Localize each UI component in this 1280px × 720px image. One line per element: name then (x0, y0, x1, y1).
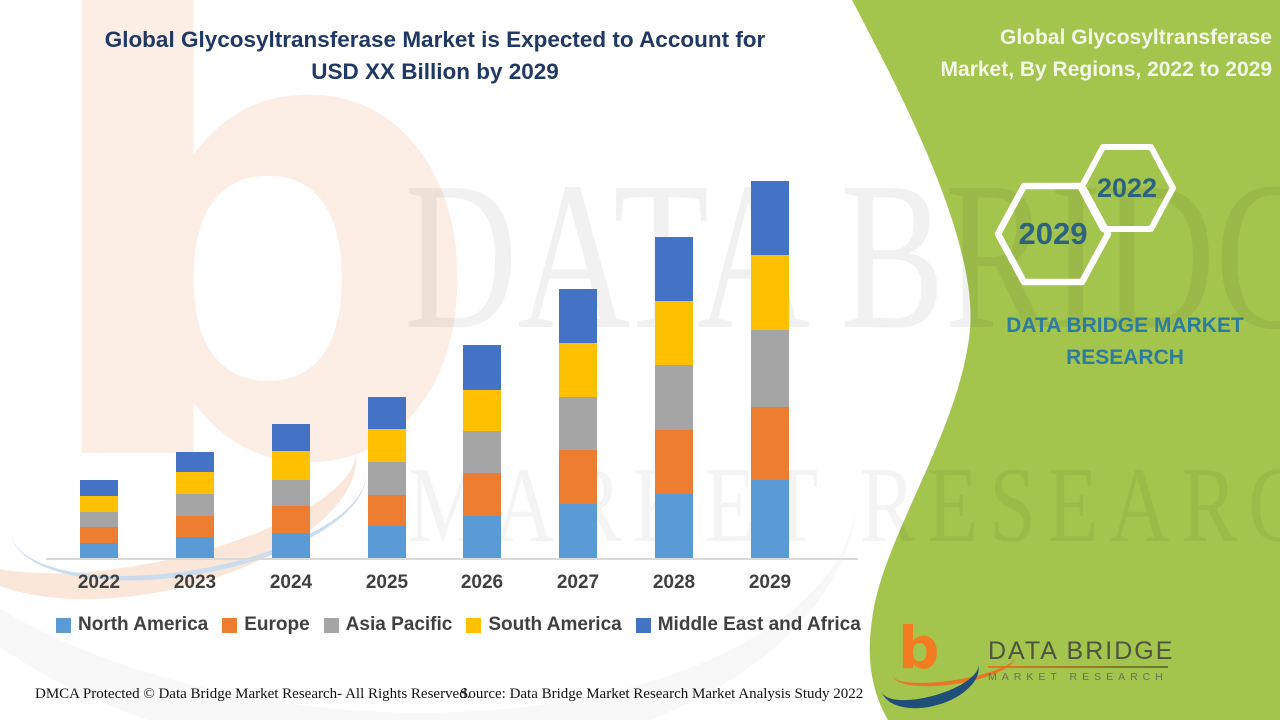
bar-2026 (463, 345, 501, 558)
bar-segment-2025-middle-east-and-africa (368, 397, 406, 429)
chart-title-line1: Global Glycosyltransferase Market is Exp… (104, 27, 766, 52)
legend-item-europe: Europe (222, 614, 310, 636)
green-panel-shape (852, 0, 1280, 720)
bar-2027 (559, 289, 597, 558)
legend-swatch-icon (222, 617, 238, 633)
right-panel-brand: DATA BRIDGE MARKET RESEARCH (950, 310, 1280, 374)
bar-segment-2023-south-america (176, 472, 214, 494)
right-panel-heading-line1: Global Glycosyltransferase (1000, 26, 1272, 49)
bar-segment-2028-europe (655, 430, 693, 494)
hexagon-2029-outline (994, 182, 1112, 286)
hexagon-2029-badge: 2029 (994, 182, 1112, 286)
bar-segment-2024-middle-east-and-africa (272, 424, 310, 451)
hexagon-2022-label: 2022 (1097, 173, 1157, 203)
bar-segment-2027-europe (559, 450, 597, 504)
bar-segment-2023-asia-pacific (176, 494, 214, 516)
bar-segment-2029-south-america (751, 255, 789, 330)
x-axis-label-2028: 2028 (652, 572, 696, 593)
chart-title: Global Glycosyltransferase Market is Exp… (35, 24, 835, 88)
x-axis-label-2027: 2027 (556, 572, 600, 593)
bar-segment-2024-europe (272, 506, 310, 533)
data-bridge-logo: b DATA BRIDGE MARKET RESEARCH (874, 614, 1218, 719)
bar-segment-2022-north-america (80, 543, 118, 558)
legend-swatch-icon (323, 617, 339, 633)
bar-segment-2026-north-america (463, 516, 501, 558)
legend-swatch-icon (56, 617, 71, 633)
bar-segment-2022-europe (80, 527, 118, 543)
bar-2023 (176, 452, 214, 558)
legend-label: Europe (244, 614, 310, 635)
bar-segment-2029-north-america (751, 480, 789, 558)
bar-segment-2025-asia-pacific (368, 462, 406, 495)
bar-segment-2028-south-america (655, 301, 693, 365)
bar-segment-2023-europe (176, 516, 214, 537)
bar-segment-2025-south-america (368, 429, 406, 462)
chart-title-line2: USD XX Billion by 2029 (311, 59, 559, 84)
bar-segment-2029-middle-east-and-africa (751, 181, 789, 255)
logo-brand-name: DATA BRIDGE (988, 637, 1175, 665)
bar-segment-2029-asia-pacific (751, 330, 789, 407)
bar-segment-2022-middle-east-and-africa (80, 480, 118, 496)
bar-segment-2022-south-america (80, 496, 118, 512)
bar-segment-2028-asia-pacific (655, 365, 693, 430)
right-panel-brand-line1: DATA BRIDGE MARKET (1006, 314, 1244, 337)
bar-segment-2026-europe (463, 473, 501, 516)
legend-swatch-icon (635, 617, 651, 633)
bar-2029 (751, 181, 789, 558)
x-axis-label-2022: 2022 (77, 572, 121, 593)
x-axis-label-2026: 2026 (460, 572, 504, 593)
bar-segment-2022-asia-pacific (80, 512, 118, 527)
bar-segment-2025-europe (368, 495, 406, 526)
bar-2028 (655, 237, 693, 558)
bar-segment-2023-north-america (176, 537, 214, 558)
bar-segment-2025-north-america (368, 526, 406, 558)
right-panel-heading: Global Glycosyltransferase Market, By Re… (880, 22, 1272, 86)
x-axis-label-2025: 2025 (365, 572, 409, 593)
legend-label: South America (488, 614, 622, 635)
x-axis-line (46, 558, 858, 560)
x-axis-label-2024: 2024 (269, 572, 313, 593)
legend-item-asia-pacific: Asia Pacific (323, 614, 453, 636)
bar-segment-2027-north-america (559, 504, 597, 558)
chart-legend: North America Europe Asia Pacific South Ame… (56, 614, 861, 636)
logo-brand-subtitle: MARKET RESEARCH (988, 671, 1168, 683)
logo-b-icon: b (898, 614, 940, 682)
bar-segment-2027-asia-pacific (559, 397, 597, 450)
bar-2022 (80, 480, 118, 558)
bar-segment-2026-middle-east-and-africa (463, 345, 501, 390)
bar-segment-2023-middle-east-and-africa (176, 452, 214, 472)
bar-segment-2024-north-america (272, 533, 310, 558)
bar-segment-2029-europe (751, 407, 789, 480)
footer-source-text: Source: Data Bridge Market Research Mark… (460, 686, 864, 702)
legend-item-south-america: South America (466, 614, 622, 636)
x-axis-label-2029: 2029 (748, 572, 792, 593)
right-panel-brand-line2: RESEARCH (1066, 346, 1184, 369)
legend-item-north-america: North America (56, 614, 208, 636)
bar-segment-2024-south-america (272, 451, 310, 480)
legend-label: Middle East and Africa (657, 614, 861, 635)
bar-segment-2028-middle-east-and-africa (655, 237, 693, 301)
legend-item-middle-east-and-africa: Middle East and Africa (635, 614, 861, 636)
bar-segment-2027-south-america (559, 343, 597, 397)
bar-2024 (272, 424, 310, 558)
plot-area (80, 181, 789, 558)
bar-segment-2024-asia-pacific (272, 480, 310, 506)
bar-segment-2027-middle-east-and-africa (559, 289, 597, 343)
bar-segment-2026-south-america (463, 390, 501, 431)
bar-2025 (368, 397, 406, 558)
logo-wordmark: DATA BRIDGE MARKET RESEARCH (988, 638, 1208, 683)
legend-swatch-icon (466, 617, 482, 633)
x-axis-label-2023: 2023 (173, 572, 217, 593)
bar-segment-2028-north-america (655, 494, 693, 558)
legend-label: North America (78, 614, 209, 635)
bar-segment-2026-asia-pacific (463, 431, 501, 473)
x-axis-labels: 2022 2023 2024 2025 2026 2027 2028 2029 (0, 572, 862, 598)
footer-dmca-text: DMCA Protected © Data Bridge Market Rese… (35, 686, 471, 702)
right-panel-heading-line2: Market, By Regions, 2022 to 2029 (940, 58, 1272, 81)
legend-label: Asia Pacific (345, 614, 453, 635)
logo-divider-line (988, 666, 1168, 668)
hexagon-2029-label: 2029 (1019, 216, 1088, 251)
